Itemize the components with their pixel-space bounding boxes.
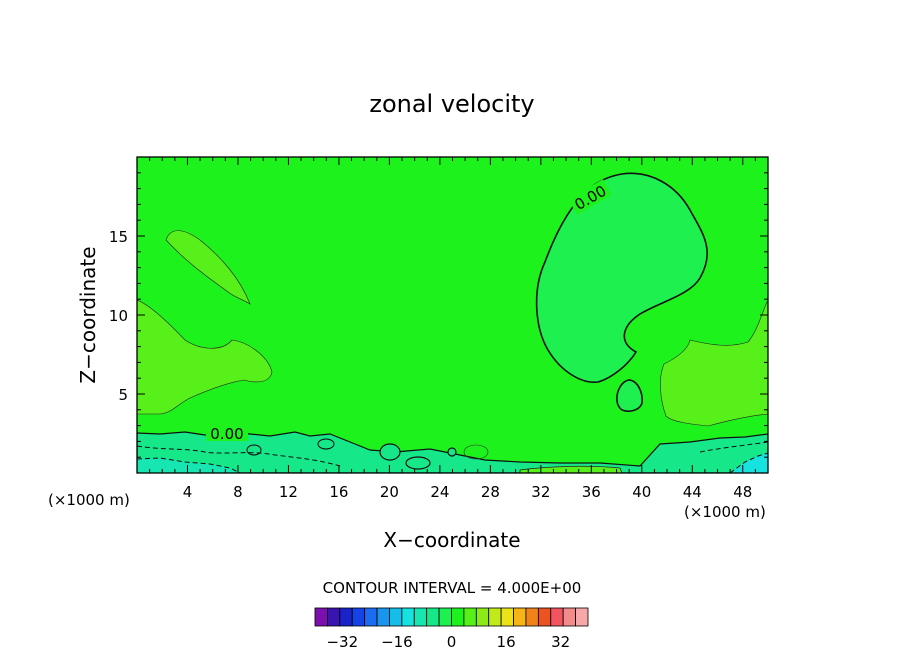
y-tick-label: 5 [118, 386, 128, 404]
contour-small-loop-2 [379, 443, 401, 461]
x-tick-label: 44 [683, 483, 702, 501]
region-bottom-left-patch [137, 457, 241, 473]
colorbar-tick-label: −16 [381, 633, 413, 651]
x-tick-label: 28 [481, 483, 500, 501]
contour-small-loop-6 [317, 438, 335, 450]
colorbar-swatch [475, 607, 490, 627]
colorbar-swatch [550, 607, 564, 627]
colorbar-tick-label: 32 [551, 633, 570, 651]
region-small-cell [616, 379, 643, 412]
region-right-mid-blob [660, 299, 768, 427]
contour-dashed-neg-1 [137, 445, 341, 467]
colorbar-swatch [376, 607, 390, 627]
x-tick-label: 20 [380, 483, 399, 501]
colorbar-swatch [451, 607, 465, 627]
x-tick-label: 36 [582, 483, 601, 501]
colorbar-swatch [364, 607, 378, 627]
y-axis-label: Z−coordinate [76, 246, 100, 383]
colorbar-swatch [351, 607, 366, 627]
x-tick-label: 32 [531, 483, 550, 501]
contour-small-loop-3 [405, 456, 431, 470]
colorbar-swatch [488, 607, 502, 627]
region-bottom-band [137, 431, 768, 473]
colorbar-swatch [327, 607, 341, 627]
x-tick-label: 12 [279, 483, 298, 501]
colorbar-tick-label: −32 [326, 633, 358, 651]
colorbar-tick-label: 0 [447, 633, 457, 651]
colorbar-swatch [562, 607, 576, 627]
x-tick-label: 24 [430, 483, 449, 501]
x-tick-label: 16 [329, 483, 348, 501]
region-upper-right-cell [535, 172, 708, 383]
region-bottom-right-patch [729, 452, 768, 473]
colorbar-swatch [413, 607, 428, 627]
colorbar-swatch [513, 607, 527, 627]
colorbar-swatch [575, 607, 589, 627]
x-tick-label: 40 [632, 483, 651, 501]
contour-label-0-bottom: 0.00 [210, 425, 243, 443]
contour-small-loop-4 [447, 447, 457, 457]
colorbar-tick-label: 16 [497, 633, 516, 651]
chart-title: zonal velocity [369, 90, 534, 118]
colorbar-swatch [537, 607, 552, 627]
colorbar-swatch [500, 607, 514, 627]
region-upper-left-lobe [165, 230, 251, 305]
region-left-mid-blob [137, 299, 273, 415]
contour-small-loop-1 [246, 444, 262, 456]
contour-label-0-bottom-bg [206, 425, 248, 441]
x-unit-left: (×1000 m) [48, 491, 130, 509]
colorbar: −32 −16 0 16 32 [314, 607, 589, 651]
colorbar-swatch [314, 607, 328, 627]
y-tick-label: 10 [109, 307, 128, 325]
x-tick-label: 8 [233, 483, 243, 501]
contour-small-loop-5 [463, 444, 489, 460]
colorbar-swatch [525, 607, 539, 627]
x-tick-label: 48 [733, 483, 752, 501]
colorbar-swatch [389, 607, 403, 627]
contour-fill-layer [137, 172, 768, 473]
colorbar-swatch [401, 607, 415, 627]
x-axis-label: X−coordinate [383, 528, 520, 552]
contour-label-0-top-bg [568, 179, 612, 215]
x-unit-right: (×1000 m) [684, 503, 766, 521]
colorbar-swatch [438, 607, 452, 627]
y-tick-label: 15 [109, 228, 128, 246]
x-tick-label: 4 [183, 483, 193, 501]
colorbar-swatch [463, 607, 477, 627]
colorbar-swatch [426, 607, 440, 627]
colorbar-swatch [339, 607, 353, 627]
contour-interval-text: CONTOUR INTERVAL = 4.000E+00 [323, 579, 582, 597]
region-bottom-green-strip [519, 465, 623, 473]
